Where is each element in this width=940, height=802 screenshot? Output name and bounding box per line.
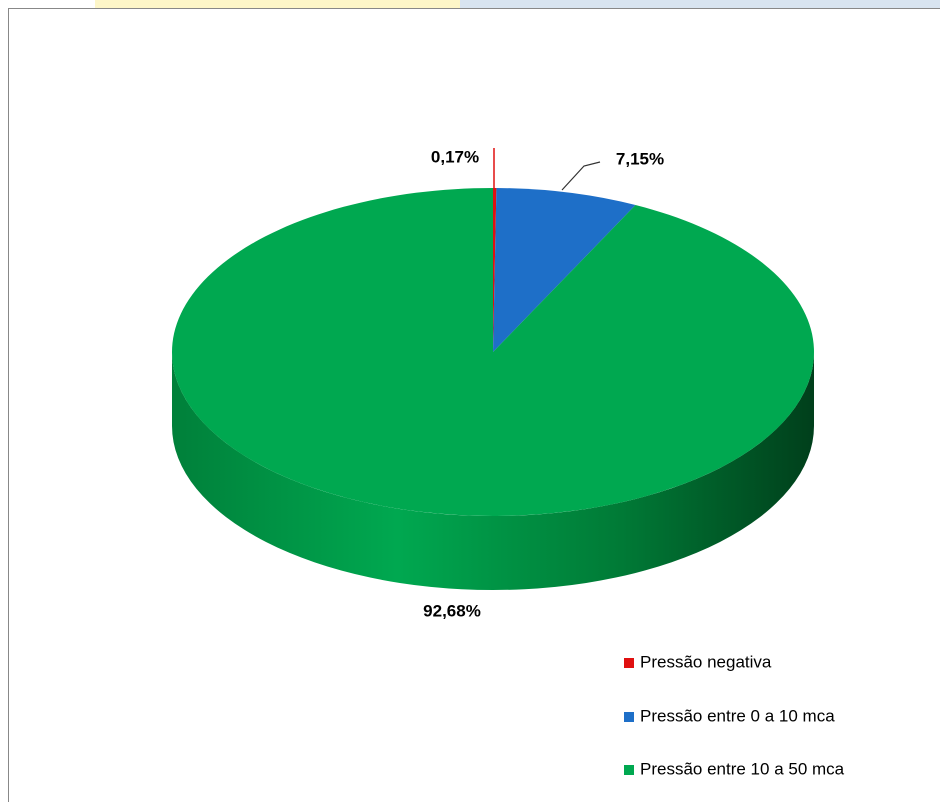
legend-label: Pressão entre 10 a 50 mca — [640, 759, 845, 778]
legend-swatch — [624, 658, 634, 668]
leader-line — [561, 161, 601, 191]
pie-slice — [171, 188, 814, 516]
pie-slice — [493, 188, 497, 352]
data-label: 92,68% — [423, 601, 481, 620]
data-label: 0,17% — [431, 147, 479, 166]
data-label: 7,15% — [616, 149, 664, 168]
pie-slice — [493, 188, 636, 352]
legend-swatch — [624, 765, 634, 775]
legend-label: Pressão negativa — [640, 652, 772, 671]
top-strip — [95, 0, 460, 8]
legend-label: Pressão entre 0 a 10 mca — [640, 706, 835, 725]
legend-swatch — [624, 712, 634, 722]
pie-side — [172, 352, 814, 590]
top-strip — [460, 0, 940, 8]
